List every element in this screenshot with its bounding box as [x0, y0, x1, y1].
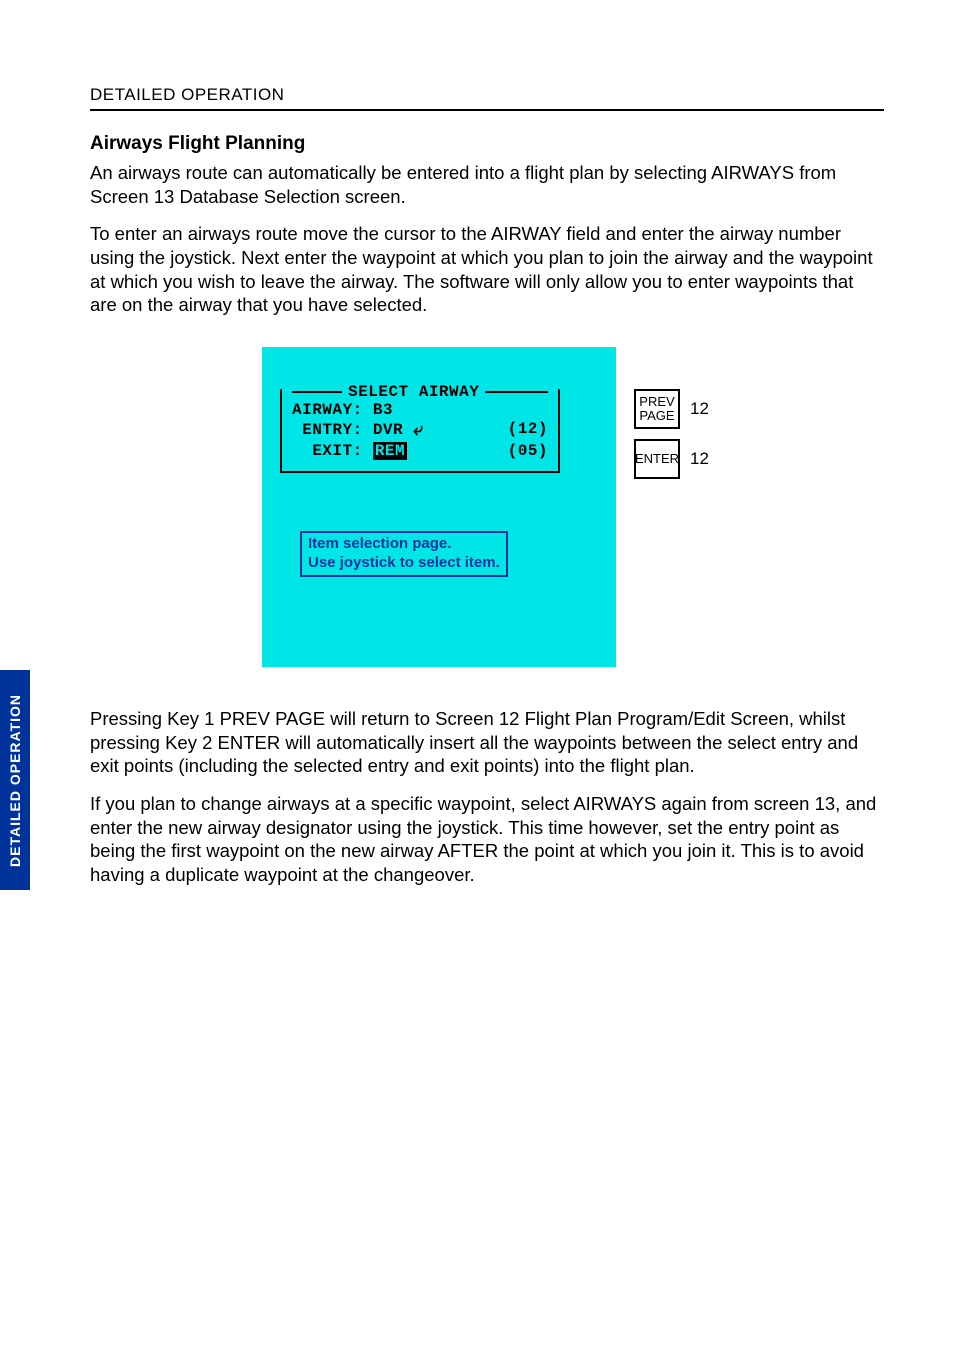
screen-panel: SELECT AIRWAY AIRWAY: B3 ENTRY: DVR⤶ (12…: [280, 389, 560, 473]
para-2: To enter an airways route move the curso…: [90, 222, 884, 317]
screen-figure: SELECT AIRWAY AIRWAY: B3 ENTRY: DVR ⤶ (12…: [262, 347, 712, 667]
entry-count: (12): [508, 420, 548, 442]
hint-line-1: Item selection page.: [308, 535, 500, 554]
entry-label: ENTRY:: [302, 421, 363, 439]
para-1: An airways route can automatically be en…: [90, 161, 884, 208]
side-tab: DETAILED OPERATION: [0, 670, 30, 890]
enter-key[interactable]: ENTER: [634, 439, 680, 479]
section-title: Airways Flight Planning: [90, 133, 884, 155]
key-row-2: ENTER 12: [634, 439, 709, 479]
hint-box: Item selection page. Use joystick to sel…: [300, 531, 508, 577]
entry-row: ENTRY: DVR ⤶ (12): [292, 420, 548, 442]
hint-line-2: Use joystick to select item.: [308, 554, 500, 573]
para-3: Pressing Key 1 PREV PAGE will return to …: [90, 707, 884, 778]
page-header: DETAILED OPERATION: [90, 85, 284, 104]
airway-label: AIRWAY:: [292, 401, 363, 419]
title-rule-right: [485, 391, 548, 393]
device-screen: SELECT AIRWAY AIRWAY: B3 ENTRY: DVR ⤶ (12…: [262, 347, 616, 667]
soft-keys: PREV PAGE 12 ENTER 12: [634, 389, 709, 489]
cursor-icon: ⤶: [413, 421, 424, 443]
exit-row: EXIT: REM (05): [292, 442, 548, 461]
key-row-1: PREV PAGE 12: [634, 389, 709, 429]
para-4: If you plan to change airways at a speci…: [90, 792, 884, 887]
key-2-screen-ref: 12: [690, 449, 709, 469]
airway-value: B3: [373, 401, 393, 419]
exit-count: (05): [508, 442, 548, 461]
prev-page-key[interactable]: PREV PAGE: [634, 389, 680, 429]
key-1-screen-ref: 12: [690, 399, 709, 419]
screen-title: SELECT AIRWAY: [342, 383, 485, 401]
exit-value-selected[interactable]: REM: [373, 442, 407, 460]
exit-label: EXIT:: [312, 442, 363, 460]
title-rule-left: [292, 391, 342, 393]
screen-title-row: SELECT AIRWAY: [292, 383, 548, 401]
page-header-rule: DETAILED OPERATION: [90, 85, 884, 111]
entry-value: DVR: [373, 421, 403, 439]
airway-row: AIRWAY: B3: [292, 401, 548, 420]
